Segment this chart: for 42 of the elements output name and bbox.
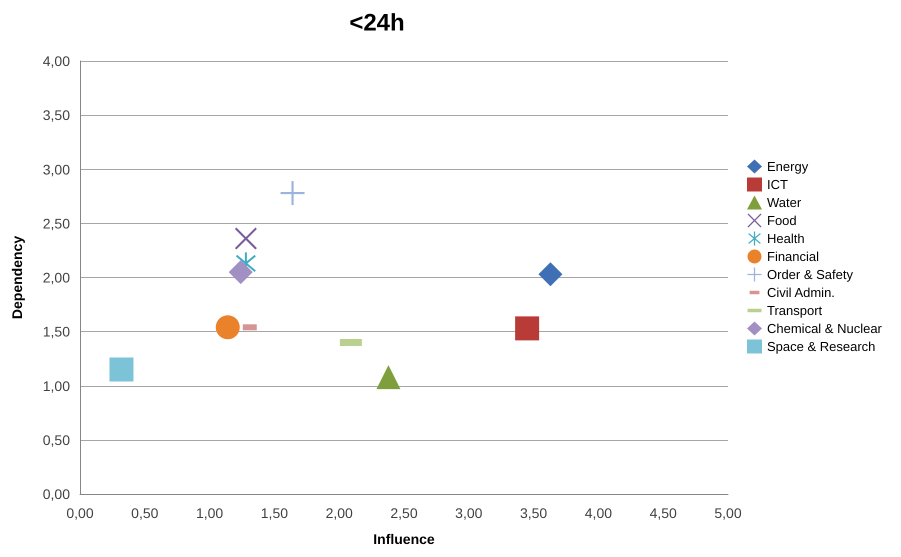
point [280, 181, 305, 206]
chart-title: <24h [349, 10, 405, 36]
x-tick-label: 4,00 [584, 505, 612, 521]
x-tick-label: 0,50 [131, 505, 159, 521]
x-tick-label: 0,00 [66, 505, 94, 521]
x-tick-label: 1,00 [196, 505, 224, 521]
legend-label: ICT [767, 177, 788, 192]
x-tick-label: 3,00 [455, 505, 483, 521]
y-axis-title: Dependency [9, 236, 25, 320]
legend-label: Space & Research [767, 339, 876, 354]
point [228, 260, 253, 284]
legend-label: Energy [767, 159, 809, 174]
point [376, 365, 400, 390]
point [515, 316, 540, 340]
y-tick-label: 1,00 [42, 378, 70, 394]
legend-label: Transport [767, 303, 823, 318]
x-tick-label: 5,00 [714, 505, 742, 521]
legend-label: Food [767, 213, 797, 228]
legend-label: Order & Safety [767, 267, 854, 282]
x-axis-title: Influence [373, 531, 435, 547]
legend-label: Chemical & Nuclear [767, 321, 883, 336]
point [216, 315, 240, 340]
point [109, 358, 134, 382]
x-tick-label: 4,50 [650, 505, 678, 521]
legend-label: Water [767, 195, 802, 210]
y-tick-label: 3,00 [42, 161, 70, 178]
y-tick-label: 1,50 [42, 324, 70, 340]
y-tick-label: 0,00 [42, 486, 70, 502]
point [538, 262, 562, 286]
y-tick-label: 2,00 [42, 270, 70, 286]
y-tick-label: 0,50 [42, 432, 70, 448]
x-tick-label: 3,50 [520, 505, 548, 521]
y-tick-label: 2,50 [42, 215, 70, 232]
x-tick-label: 1,50 [260, 505, 288, 521]
legend-label: Civil Admin. [767, 285, 835, 300]
point [234, 228, 257, 250]
legend-label: Health [767, 231, 805, 246]
x-tick-label: 2,50 [390, 505, 418, 521]
y-tick-label: 4,00 [42, 53, 70, 69]
legend-label: Financial [767, 249, 820, 264]
x-tick-label: 2,00 [326, 505, 354, 521]
y-tick-label: 3,50 [42, 107, 70, 124]
